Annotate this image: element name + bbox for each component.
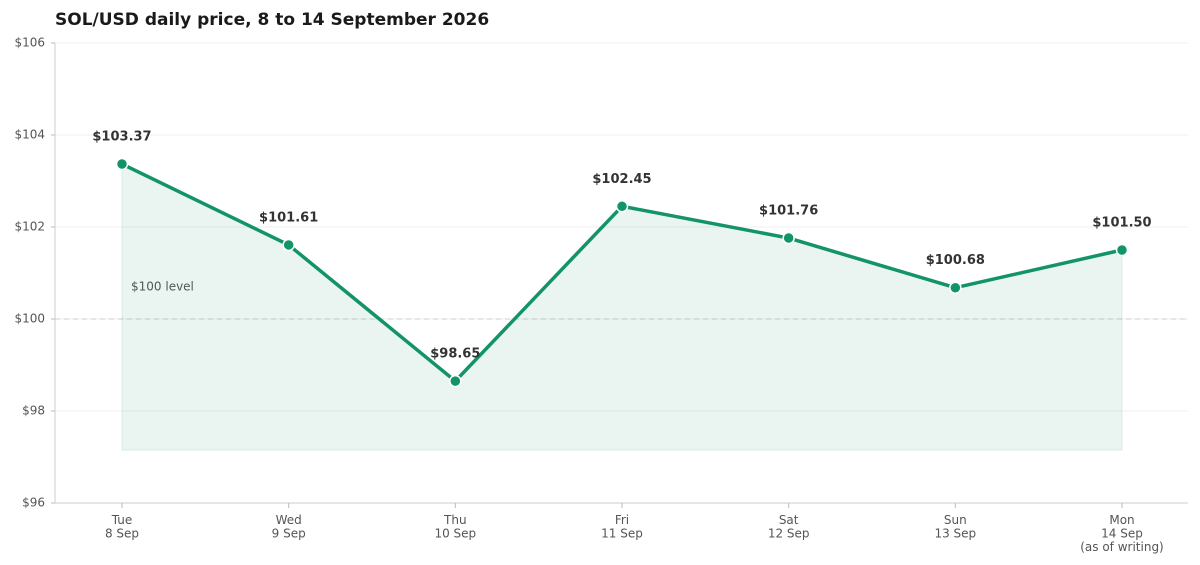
- x-tick-line: Mon: [1109, 513, 1134, 527]
- value-label: $101.76: [759, 204, 818, 219]
- x-tick-label: Fri 11 Sep: [601, 513, 643, 541]
- point: [282, 238, 295, 252]
- y-tick-label: $96: [22, 496, 45, 510]
- y-tick-label: $104: [14, 128, 45, 142]
- x-tick-line: 10 Sep: [434, 526, 476, 540]
- x-tick-label: Sun 13 Sep: [934, 513, 976, 541]
- x-tick-label: Mon 14 Sep (as of writing): [1080, 513, 1164, 554]
- point: [1115, 243, 1129, 257]
- y-tick-label: $98: [22, 404, 45, 418]
- x-tick-line: Tue: [111, 513, 133, 527]
- point: [949, 281, 962, 294]
- x-tick-line: 11 Sep: [601, 526, 643, 540]
- x-tick-line: 9 Sep: [272, 526, 306, 540]
- x-tick-line: 8 Sep: [105, 526, 139, 540]
- value-label: $103.37: [92, 129, 151, 144]
- x-tick-label: Tue 8 Sep: [105, 513, 139, 541]
- value-label: $100.68: [926, 253, 985, 268]
- chart-title: SOL/USD daily price, 8 to 14 September 2…: [55, 10, 489, 30]
- value-label: $102.45: [592, 172, 651, 187]
- value-label: $98.65: [430, 347, 480, 362]
- point: [449, 374, 462, 388]
- point: [782, 231, 795, 245]
- value-label: $101.61: [259, 210, 318, 225]
- y-tick-label: $106: [14, 36, 45, 50]
- x-tick-line: Sat: [779, 513, 799, 527]
- x-tick-line: Sun: [944, 513, 967, 527]
- value-label: $101.50: [1092, 216, 1151, 231]
- point: [615, 200, 629, 213]
- reference-label: $100 level: [131, 280, 194, 294]
- y-tick-label: $102: [14, 220, 45, 234]
- point: [115, 157, 129, 171]
- x-tick-line: 14 Sep: [1101, 526, 1143, 540]
- x-tick-line: Thu: [443, 513, 467, 527]
- x-tick-label: Thu 10 Sep: [434, 513, 476, 541]
- x-tick-line: 13 Sep: [934, 526, 976, 540]
- y-tick-label: $100: [14, 312, 45, 326]
- x-tick-label: Wed 9 Sep: [272, 513, 306, 541]
- x-tick-label: Sat 12 Sep: [768, 513, 810, 541]
- x-tick-line: 12 Sep: [768, 526, 810, 540]
- x-tick-line: Wed: [276, 513, 302, 527]
- x-tick-line: (as of writing): [1080, 540, 1164, 554]
- x-tick-line: Fri: [615, 513, 629, 527]
